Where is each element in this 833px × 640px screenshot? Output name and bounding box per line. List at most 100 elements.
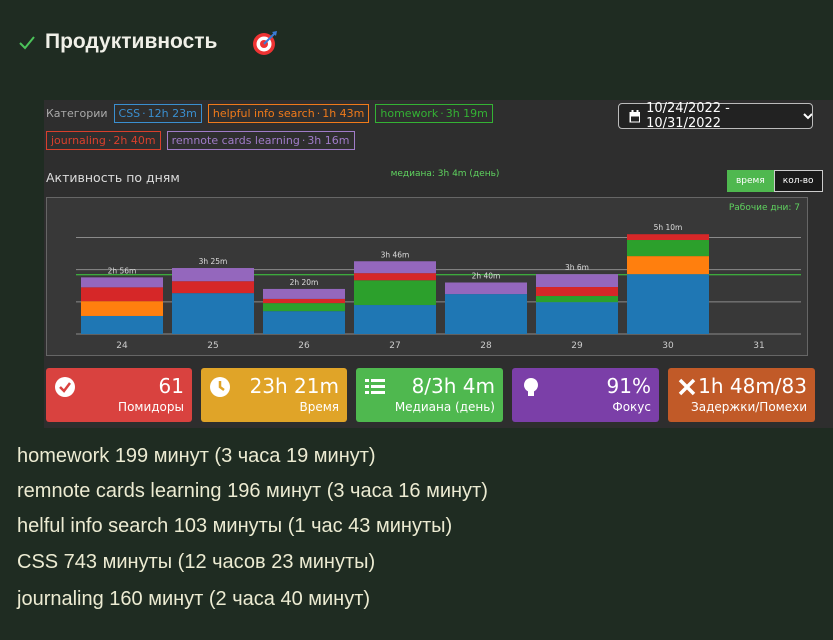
bar-segment <box>172 281 254 294</box>
median-label: медиана: 3h 4m (день) <box>390 169 500 179</box>
total-label: 2h 40m <box>472 272 501 281</box>
bar-segment <box>536 296 618 303</box>
bar-segment <box>354 273 436 281</box>
total-label: 2h 56m <box>108 266 137 275</box>
legend-name: homework <box>380 107 439 120</box>
calendar-icon <box>629 109 641 122</box>
legend-sep: · <box>316 107 321 120</box>
date-range: 10/24/2022 - 10/31/2022 <box>646 101 730 131</box>
legend-duration: 1h 43m <box>322 107 365 120</box>
card-pomodoros: 61 Помидоры <box>46 368 192 422</box>
x-tick-label: 28 <box>480 341 492 351</box>
x-tick-label: 30 <box>662 341 674 351</box>
legend-sep: · <box>107 134 112 147</box>
card-value: 61 <box>158 374 184 398</box>
legend-chip[interactable]: helpful info search · 1h 43m <box>207 104 370 123</box>
bar-segment <box>445 282 527 295</box>
bar-segment <box>263 303 345 312</box>
card-label: Медиана (день) <box>394 400 495 414</box>
bar-segment <box>536 287 618 297</box>
chevron <box>803 113 812 120</box>
card-label: Помидоры <box>118 400 184 414</box>
x-tick-label: 27 <box>389 341 400 351</box>
bulb-icon <box>524 378 538 396</box>
bar-segment <box>536 302 618 334</box>
bar-segment <box>263 298 345 304</box>
bar-segment <box>172 293 254 334</box>
bar-segment <box>627 274 709 334</box>
card-label: Задержки/Помехи <box>691 400 807 414</box>
list-icon <box>365 379 385 394</box>
bar-chart: Рабочие дни: 7 2h 56m 24 3h 25m 25 2h 20m 26 3h… <box>46 197 808 356</box>
workdays-label: Рабочие дни: 7 <box>729 203 800 213</box>
bar-segment <box>81 287 163 302</box>
x-tick-label: 26 <box>298 341 310 351</box>
x-icon <box>678 378 696 396</box>
bar-segment <box>445 294 527 334</box>
legend-sep: · <box>301 134 306 147</box>
card-delays: 1h 48m/83 Задержки/Помехи <box>668 368 815 422</box>
card-median: 8/3h 4m Медиана (день) <box>356 368 503 422</box>
summary-line: journaling 160 минут (2 часа 40 минут) <box>17 588 371 610</box>
target-icon <box>253 31 277 55</box>
legend-name: journaling <box>51 134 106 147</box>
legend-duration: 12h 23m <box>147 107 197 120</box>
bar-segment <box>263 311 345 334</box>
legend-duration: 2h 40m <box>113 134 156 147</box>
legend-name: CSS <box>118 107 141 120</box>
chart-title: Активность по дням <box>46 170 180 185</box>
x-tick-label: 29 <box>571 341 583 351</box>
bar-segment <box>627 234 709 241</box>
legend-chip[interactable]: remnote cards learning · 3h 16m <box>166 131 355 150</box>
legend-chip[interactable]: journaling · 2h 40m <box>46 131 161 150</box>
bar-segment <box>81 277 163 288</box>
total-label: 5h 10m <box>654 223 683 232</box>
summary-line: helful info search 103 минуты (1 час 43 … <box>17 515 453 537</box>
bar-segment <box>81 315 163 334</box>
toggle-count[interactable]: кол-во <box>773 170 823 192</box>
bar-segment <box>627 240 709 257</box>
date-picker[interactable]: 10/24/2022 - 10/31/2022 <box>618 101 813 131</box>
legend-duration: 3h 19m <box>445 107 488 120</box>
total-label: 3h 6m <box>565 263 589 272</box>
legend-sep: · <box>142 107 146 120</box>
card-value: 8/3h 4m <box>411 374 495 398</box>
bar-segment <box>81 301 163 316</box>
card-value: 91% <box>606 374 651 398</box>
bar-segment <box>354 261 436 274</box>
page-title: Продуктивность <box>45 30 218 53</box>
total-label: 3h 25m <box>199 257 228 266</box>
summary-line: homework 199 минут (3 часа 19 минут) <box>17 445 376 467</box>
total-label: 2h 20m <box>290 278 319 287</box>
mode-toggle: время кол-во <box>727 170 823 192</box>
legend-chip[interactable]: homework · 3h 19m <box>375 104 493 123</box>
card-label: Время <box>299 400 339 414</box>
card-value: 23h 21m <box>249 374 339 398</box>
category-legend: Категории CSS · 12h 23m helpful info search… <box>46 104 591 150</box>
summary-line: CSS 743 минуты (12 часов 23 минуты) <box>17 551 376 573</box>
card-time: 23h 21m Время <box>201 368 347 422</box>
clock-icon <box>210 377 230 397</box>
legend-chip[interactable]: CSS · 12h 23m <box>113 104 202 123</box>
legend-duration: 3h 16m <box>307 134 350 147</box>
legend-label: Категории <box>46 107 108 120</box>
legend-name: remnote cards learning <box>171 134 300 147</box>
toggle-time[interactable]: время <box>727 170 774 192</box>
total-label: 3h 46m <box>381 250 410 259</box>
check-icon <box>19 36 35 50</box>
card-label: Фокус <box>612 400 651 414</box>
bar-segment <box>172 268 254 282</box>
legend-name: helpful info search <box>212 107 315 120</box>
card-value: 1h 48m/83 <box>698 374 807 398</box>
check-circle-icon <box>55 377 75 397</box>
summary-line: remnote cards learning 196 минут (3 часа… <box>17 480 488 502</box>
bar-segment <box>263 288 345 299</box>
bar-segment <box>354 280 436 306</box>
x-tick-label: 24 <box>116 341 128 351</box>
legend-sep: · <box>440 107 444 120</box>
x-tick-label: 25 <box>207 341 218 351</box>
bar-segment <box>536 274 618 288</box>
x-tick-label: 31 <box>753 341 764 351</box>
bar-segment <box>354 305 436 334</box>
